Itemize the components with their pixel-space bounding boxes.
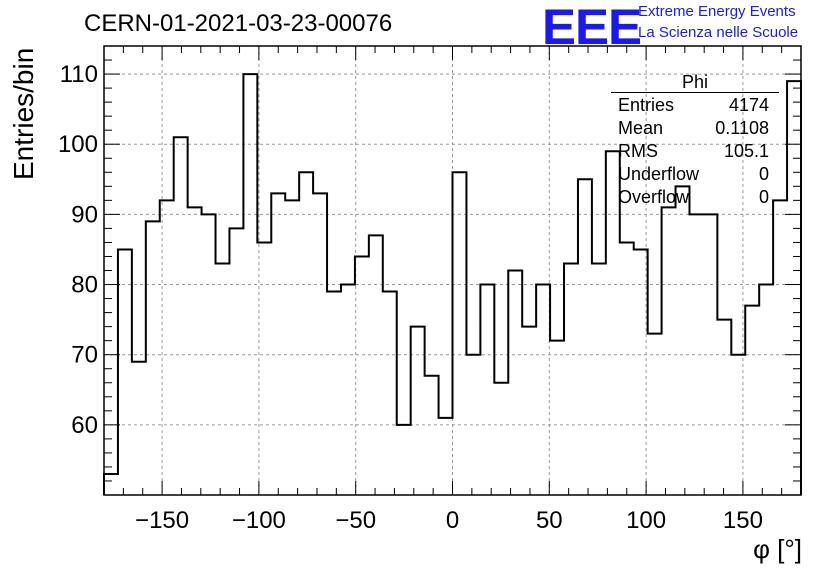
x-axis-label: φ [°] — [753, 534, 802, 564]
y-tick-label: 90 — [71, 201, 98, 228]
x-tick-label: −100 — [232, 507, 286, 534]
stats-value: 0 — [758, 164, 769, 184]
stats-label: Underflow — [618, 164, 700, 184]
stats-label: Overflow — [618, 187, 690, 207]
stats-row-rms: RMS 105.1 — [611, 140, 779, 163]
stats-label: Mean — [618, 118, 664, 138]
stats-label: Entries — [618, 95, 675, 115]
y-tick-label: 60 — [71, 412, 98, 439]
stats-rule — [611, 92, 779, 93]
stats-value: 0 — [758, 187, 769, 207]
x-tick-label: 100 — [626, 507, 666, 534]
stats-row-entries: Entries 4174 — [611, 94, 779, 117]
stats-row-overflow: Overflow 0 — [611, 186, 779, 209]
y-axis-label: Entries/bin — [8, 47, 39, 180]
stats-label: RMS — [618, 141, 658, 161]
x-tick-label: 150 — [723, 507, 763, 534]
histogram-series — [103, 73, 802, 495]
y-tick-label: 80 — [71, 272, 98, 299]
y-tick-label: 100 — [58, 131, 98, 158]
stats-row-underflow: Underflow 0 — [611, 163, 779, 186]
logo-line-2: La Scienza nelle Scuole — [638, 24, 799, 41]
x-tick-label: −50 — [335, 507, 376, 534]
x-tick-label: 50 — [536, 507, 563, 534]
x-tick-label: 0 — [446, 507, 459, 534]
stats-value: 0.1108 — [715, 118, 769, 138]
stats-value: 4174 — [728, 95, 769, 115]
logo-line-1: Extreme Energy Events — [638, 3, 796, 20]
x-tick-label: −150 — [135, 507, 189, 534]
stats-value: 105.1 — [723, 141, 769, 161]
y-tick-label: 110 — [60, 61, 98, 88]
stats-row-mean: Mean 0.1108 — [611, 117, 779, 140]
eee-logo: EEE — [542, 0, 642, 55]
chart-title: CERN-01-2021-03-23-00076 — [84, 10, 393, 37]
stats-name: Phi — [681, 72, 708, 92]
y-tick-label: 70 — [71, 342, 98, 369]
stats-box: Phi Entries 4174 Mean 0.1108 RMS 105.1 U… — [611, 72, 779, 209]
